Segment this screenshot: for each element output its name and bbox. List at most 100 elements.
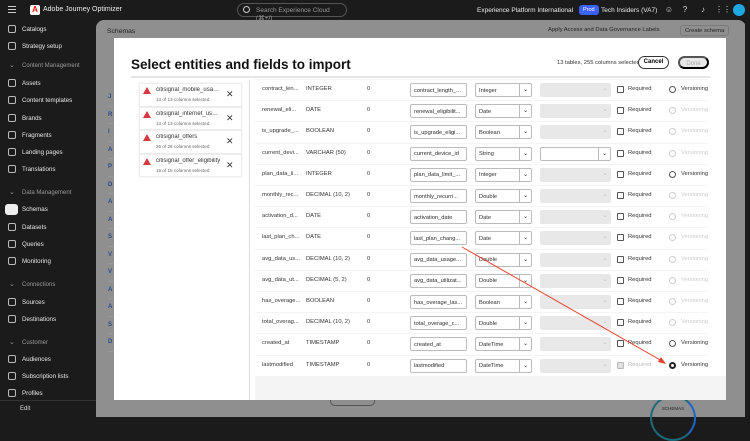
- required-checkbox[interactable]: [617, 276, 624, 284]
- feedback-icon[interactable]: ☺: [664, 5, 674, 14]
- required-checkbox[interactable]: [617, 107, 624, 115]
- required-checkbox[interactable]: [617, 213, 624, 221]
- remove-icon[interactable]: ✕: [226, 112, 234, 123]
- create-schema-button[interactable]: Create schema: [680, 25, 730, 36]
- data-type-select[interactable]: Date ⌄: [475, 210, 532, 225]
- cancel-button[interactable]: Cancel: [638, 56, 669, 69]
- sidebar-item-profiles[interactable]: Profiles: [0, 387, 96, 401]
- sidebar-item-fragments[interactable]: Fragments: [0, 129, 96, 143]
- sidebar-section-9[interactable]: Data Management: [22, 190, 72, 196]
- sidebar-item-catalogs[interactable]: Catalogs: [0, 23, 96, 37]
- sidebar-section-2[interactable]: Content Management: [22, 63, 80, 69]
- versioning-radio[interactable]: [669, 170, 676, 178]
- display-name-input[interactable]: renewal_eligibilit...: [410, 104, 467, 119]
- data-type-select[interactable]: Double ⌄: [475, 273, 532, 288]
- required-checkbox[interactable]: [617, 255, 624, 263]
- versioning-radio[interactable]: [669, 361, 676, 369]
- sidebar-item-assets[interactable]: Assets: [0, 77, 96, 91]
- required-checkbox[interactable]: [617, 149, 624, 157]
- data-type-select[interactable]: Boolean ⌄: [475, 125, 532, 140]
- required-checkbox[interactable]: [617, 170, 624, 178]
- data-type-select[interactable]: String ⌄: [475, 146, 532, 161]
- pagination[interactable]: [330, 398, 375, 406]
- apps-grid-icon[interactable]: ⋮⋮: [715, 5, 731, 14]
- display-name-input[interactable]: last_plan_chang...: [410, 231, 467, 246]
- sidebar-item-schemas[interactable]: Schemas: [0, 203, 96, 217]
- sidebar-item-content-templates[interactable]: Content templates: [0, 94, 96, 108]
- required-checkbox[interactable]: [617, 128, 624, 136]
- required-checkbox[interactable]: [617, 86, 624, 93]
- versioning-radio[interactable]: [669, 340, 676, 348]
- field-default: 0: [367, 86, 371, 92]
- display-name-input[interactable]: is_upgrade_eligi...: [410, 125, 467, 140]
- notification-bell-icon[interactable]: ♪: [701, 5, 705, 14]
- sidebar-item-destinations[interactable]: Destinations: [0, 313, 96, 327]
- versioning-label: Versioning: [681, 128, 708, 135]
- app-name[interactable]: Adobe Journey Optimizer: [43, 6, 122, 13]
- required-checkbox[interactable]: [617, 192, 624, 199]
- monitor-icon: [8, 257, 16, 265]
- sidebar-section-14[interactable]: Connections: [22, 282, 56, 288]
- display-name-input[interactable]: avg_data_utilizat...: [410, 273, 467, 288]
- help-icon[interactable]: ?: [682, 5, 688, 14]
- remove-icon[interactable]: ✕: [226, 89, 234, 99]
- entity-item[interactable]: citisignal_offer_eligibility 15 of 15 col…: [139, 153, 242, 177]
- required-checkbox[interactable]: [617, 340, 624, 348]
- search-input[interactable]: Search Experience Cloud (⌘+/): [237, 3, 347, 22]
- data-type-select[interactable]: Date ⌄: [475, 231, 532, 246]
- sidebar-section-17[interactable]: Customer: [22, 340, 49, 346]
- required-checkbox[interactable]: [617, 319, 624, 327]
- versioning-radio: [669, 149, 676, 157]
- sidebar-item-brands[interactable]: Brands: [0, 112, 96, 126]
- schemas-donut: SCHEMAS: [650, 395, 696, 441]
- versioning-radio[interactable]: [669, 86, 676, 93]
- display-name-input[interactable]: total_overage_c...: [410, 316, 467, 331]
- right-edge: [745, 20, 750, 417]
- sidebar-item-translations[interactable]: Translations: [0, 163, 96, 177]
- data-type-select[interactable]: Double ⌄: [475, 252, 532, 267]
- required-checkbox[interactable]: [617, 298, 624, 305]
- remove-icon[interactable]: ✕: [226, 159, 234, 170]
- edit-button[interactable]: Edit: [0, 400, 96, 417]
- sidebar-item-datasets[interactable]: Datasets: [0, 221, 96, 235]
- sidebar-item-sources[interactable]: Sources: [0, 296, 96, 310]
- required-checkbox[interactable]: [617, 234, 624, 242]
- sidebar-item-audiences[interactable]: Audiences: [0, 353, 96, 367]
- display-name-input[interactable]: avg_data_usage...: [410, 252, 467, 267]
- entity-item[interactable]: citisignal_offers 26 of 26 columns select…: [139, 130, 242, 154]
- sidebar-item-strategy-setup[interactable]: Strategy setup: [0, 40, 96, 54]
- display-name-input[interactable]: plan_data_limit_...: [410, 167, 467, 182]
- display-name-input[interactable]: created_at: [410, 337, 467, 352]
- data-type-value: Boolean: [479, 299, 500, 306]
- divider: [131, 76, 710, 78]
- sandbox-switcher[interactable]: Tech Insiders (VA7): [601, 7, 658, 14]
- remove-icon[interactable]: ✕: [226, 136, 234, 146]
- display-name-input[interactable]: monthly_recurri...: [410, 189, 467, 203]
- org-name[interactable]: Experience Platform International: [477, 7, 574, 14]
- entity-item[interactable]: citisignal_internet_usag... 13 of 13 colu…: [139, 106, 242, 130]
- display-name-input[interactable]: lastmodified: [410, 358, 467, 373]
- data-type-select[interactable]: Integer ⌄: [475, 83, 532, 97]
- display-name-input[interactable]: contract_length_...: [410, 83, 467, 97]
- menu-icon[interactable]: [8, 6, 16, 13]
- data-type-select[interactable]: Double ⌄: [475, 189, 532, 203]
- sidebar-item-monitoring[interactable]: Monitoring: [0, 255, 96, 269]
- display-name-input[interactable]: has_overage_las...: [410, 295, 467, 309]
- data-type-select[interactable]: Boolean ⌄: [475, 295, 532, 309]
- sidebar-item-queries[interactable]: Queries: [0, 238, 96, 252]
- sidebar-item-subscription-lists[interactable]: Subscription lists: [0, 370, 96, 384]
- sidebar-item-landing-pages[interactable]: Landing pages: [0, 146, 96, 160]
- apply-labels-button[interactable]: Apply Access and Data Governance Labels: [548, 27, 660, 33]
- entity-item[interactable]: citisignal_mobile_usage... 13 of 13 colum…: [139, 83, 242, 107]
- display-name-input[interactable]: activation_date: [410, 210, 467, 225]
- done-button[interactable]: Done: [678, 56, 709, 69]
- identity-select[interactable]: ⌄: [540, 146, 611, 161]
- avatar[interactable]: [733, 4, 745, 16]
- data-type-select[interactable]: DateTime ⌄: [475, 337, 532, 352]
- data-type-select[interactable]: Double ⌄: [475, 316, 532, 331]
- data-type-select[interactable]: DateTime ⌄: [475, 358, 532, 373]
- data-type-select[interactable]: Integer ⌄: [475, 167, 532, 182]
- display-name-input[interactable]: current_device_id: [410, 146, 467, 161]
- data-type-select[interactable]: Date ⌄: [475, 104, 532, 119]
